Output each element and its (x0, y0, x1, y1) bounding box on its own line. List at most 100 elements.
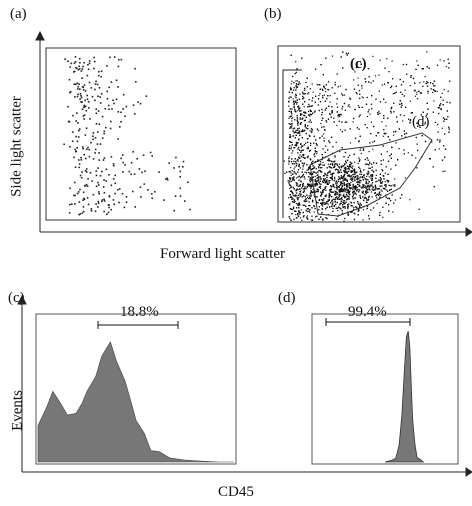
scatter-point-b (296, 103, 298, 105)
scatter-point-b (318, 206, 320, 208)
scatter-point-b (316, 215, 318, 217)
scatter-point-b (432, 89, 435, 91)
scatter-point-a (79, 213, 82, 215)
scatter-point-b (354, 187, 356, 189)
scatter-point-b (340, 171, 342, 173)
scatter-point-b (393, 134, 395, 136)
scatter-points-b (283, 51, 451, 222)
scatter-point-b (356, 207, 358, 209)
scatter-point-b (334, 191, 336, 193)
scatter-point-b (355, 188, 357, 190)
scatter-point-b (365, 192, 368, 194)
scatter-point-a (133, 113, 136, 115)
scatter-point-b (361, 191, 363, 193)
scatter-point-b (300, 143, 302, 145)
scatter-point-b (291, 192, 293, 194)
scatter-point-b (294, 137, 296, 139)
scatter-point-b (390, 157, 392, 159)
scatter-point-b (345, 88, 347, 91)
scatter-point-b (378, 179, 380, 181)
scatter-point-b (353, 88, 356, 90)
scatter-point-a (117, 111, 120, 113)
scatter-point-b (365, 163, 367, 165)
scatter-point-b (340, 198, 342, 200)
scatter-point-b (307, 128, 309, 130)
scatter-point-b (300, 122, 302, 124)
scatter-point-b (420, 114, 422, 116)
scatter-point-b (358, 160, 360, 162)
scatter-point-b (371, 166, 373, 168)
scatter-point-b (374, 186, 377, 188)
scatter-point-b (293, 176, 295, 178)
scatter-point-a (107, 204, 110, 206)
scatter-point-b (353, 153, 355, 155)
scatter-point-a (85, 157, 87, 160)
scatter-point-a (83, 84, 86, 86)
scatter-point-b (340, 183, 342, 186)
scatter-point-b (377, 112, 379, 114)
scatter-point-a (110, 208, 112, 211)
scatter-point-a (122, 161, 124, 164)
scatter-point-b (328, 157, 330, 160)
scatter-point-b (432, 83, 434, 85)
scatter-point-b (300, 151, 302, 153)
scatter-point-b (305, 142, 307, 144)
scatter-point-a (71, 140, 74, 143)
scatter-point-b (291, 92, 293, 94)
scatter-point-b (353, 191, 355, 193)
scatter-point-b (401, 102, 403, 104)
scatter-point-b (352, 188, 354, 190)
scatter-point-a (74, 56, 77, 58)
scatter-point-b (399, 100, 401, 102)
scatter-point-b (336, 188, 338, 190)
scatter-point-b (309, 197, 311, 199)
scatter-point-a (104, 107, 107, 110)
scatter-point-b (387, 82, 389, 84)
scatter-point-b (358, 115, 360, 118)
scatter-point-b (351, 170, 353, 172)
scatter-point-b (329, 170, 331, 172)
scatter-point-b (346, 54, 348, 56)
scatter-point-b (360, 197, 362, 199)
scatter-point-b (334, 169, 337, 171)
scatter-point-b (322, 95, 324, 97)
scatter-point-b (419, 126, 421, 128)
scatter-point-b (349, 188, 352, 190)
scatter-point-a (94, 137, 97, 139)
scatter-point-b (404, 133, 406, 135)
scatter-point-b (359, 176, 361, 178)
scatter-point-b (298, 202, 300, 204)
scatter-point-b (287, 180, 289, 182)
scatter-point-a (83, 118, 85, 120)
scatter-point-b (324, 109, 326, 111)
histogram-c (37, 341, 234, 463)
scatter-point-b (334, 198, 336, 201)
scatter-point-b (309, 149, 311, 151)
scatter-point-b (340, 166, 343, 169)
scatter-point-b (324, 201, 326, 204)
scatter-point-b (290, 160, 293, 163)
scatter-point-b (309, 130, 311, 132)
scatter-point-a (90, 209, 93, 212)
scatter-point-b (446, 118, 448, 120)
scatter-point-b (350, 175, 352, 177)
scatter-point-b (379, 59, 381, 61)
scatter-point-b (298, 127, 300, 129)
scatter-point-b (333, 121, 335, 123)
scatter-point-b (340, 114, 342, 116)
scatter-point-b (308, 184, 310, 186)
scatter-point-b (327, 88, 329, 91)
scatter-point-b (310, 179, 312, 181)
scatter-point-b (403, 130, 405, 132)
scatter-point-b (409, 120, 411, 122)
scatter-point-b (357, 188, 359, 191)
scatter-point-b (339, 85, 342, 87)
scatter-point-b (323, 179, 325, 182)
scatter-point-b (372, 207, 375, 209)
scatter-point-b (434, 90, 436, 92)
scatter-point-b (362, 179, 364, 181)
scatter-point-b (300, 193, 302, 196)
scatter-point-b (378, 192, 380, 194)
scatter-point-b (403, 153, 405, 155)
scatter-point-b (383, 132, 385, 135)
